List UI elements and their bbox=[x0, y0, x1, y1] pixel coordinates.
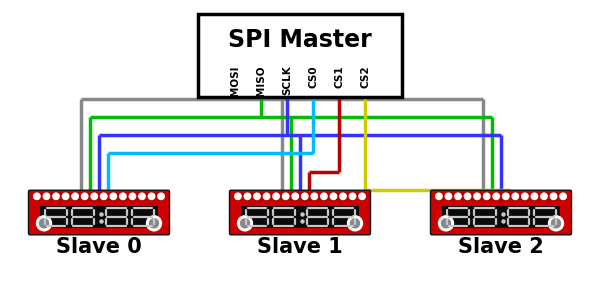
Circle shape bbox=[521, 193, 528, 200]
FancyBboxPatch shape bbox=[229, 190, 371, 235]
Circle shape bbox=[72, 193, 79, 200]
Circle shape bbox=[541, 193, 547, 200]
Circle shape bbox=[484, 193, 490, 200]
Circle shape bbox=[244, 193, 251, 200]
Text: CS0: CS0 bbox=[308, 65, 318, 88]
Circle shape bbox=[512, 193, 518, 200]
Circle shape bbox=[273, 193, 280, 200]
Text: Slave 0: Slave 0 bbox=[56, 237, 142, 257]
Circle shape bbox=[149, 219, 158, 228]
Bar bbox=[241, 206, 359, 228]
Text: MOSI: MOSI bbox=[230, 65, 240, 96]
Circle shape bbox=[119, 193, 126, 200]
Circle shape bbox=[503, 193, 509, 200]
Circle shape bbox=[62, 193, 69, 200]
Text: Slave 1: Slave 1 bbox=[257, 237, 343, 257]
Circle shape bbox=[254, 193, 260, 200]
Circle shape bbox=[43, 193, 50, 200]
Circle shape bbox=[241, 219, 250, 228]
Circle shape bbox=[439, 216, 454, 231]
Circle shape bbox=[283, 193, 289, 200]
Bar bbox=[34, 192, 164, 201]
Circle shape bbox=[40, 219, 49, 228]
Bar bbox=[442, 206, 560, 228]
Circle shape bbox=[330, 193, 337, 200]
Circle shape bbox=[235, 193, 241, 200]
Circle shape bbox=[148, 193, 155, 200]
Circle shape bbox=[445, 193, 452, 200]
Bar bbox=[235, 192, 365, 201]
Circle shape bbox=[311, 193, 317, 200]
Circle shape bbox=[474, 193, 481, 200]
Circle shape bbox=[146, 216, 161, 231]
Circle shape bbox=[263, 193, 270, 200]
Circle shape bbox=[238, 216, 253, 231]
Circle shape bbox=[436, 193, 442, 200]
Circle shape bbox=[455, 193, 461, 200]
Circle shape bbox=[464, 193, 471, 200]
Circle shape bbox=[350, 219, 359, 228]
Text: CS2: CS2 bbox=[360, 65, 370, 88]
Circle shape bbox=[34, 193, 40, 200]
Circle shape bbox=[292, 193, 298, 200]
Circle shape bbox=[349, 193, 356, 200]
Circle shape bbox=[560, 193, 566, 200]
Circle shape bbox=[101, 193, 107, 200]
Circle shape bbox=[91, 193, 97, 200]
Circle shape bbox=[548, 216, 563, 231]
Circle shape bbox=[129, 193, 136, 200]
Circle shape bbox=[550, 193, 557, 200]
Bar bbox=[40, 206, 158, 228]
Circle shape bbox=[37, 216, 52, 231]
Text: CS1: CS1 bbox=[334, 65, 344, 88]
Circle shape bbox=[442, 219, 451, 228]
Circle shape bbox=[320, 193, 327, 200]
Circle shape bbox=[340, 193, 346, 200]
Circle shape bbox=[359, 193, 365, 200]
Bar bbox=[436, 192, 566, 201]
Circle shape bbox=[531, 193, 538, 200]
Circle shape bbox=[82, 193, 88, 200]
Text: SCLK: SCLK bbox=[282, 65, 292, 95]
Circle shape bbox=[551, 219, 560, 228]
Circle shape bbox=[493, 193, 499, 200]
Circle shape bbox=[53, 193, 59, 200]
Circle shape bbox=[302, 193, 308, 200]
Circle shape bbox=[139, 193, 145, 200]
Text: SPI Master: SPI Master bbox=[228, 28, 372, 52]
Circle shape bbox=[158, 193, 164, 200]
FancyBboxPatch shape bbox=[431, 190, 571, 235]
FancyBboxPatch shape bbox=[29, 190, 170, 235]
Text: Slave 2: Slave 2 bbox=[458, 237, 544, 257]
Circle shape bbox=[347, 216, 362, 231]
Circle shape bbox=[110, 193, 116, 200]
Bar bbox=[198, 14, 402, 97]
Text: MISO: MISO bbox=[256, 65, 266, 96]
